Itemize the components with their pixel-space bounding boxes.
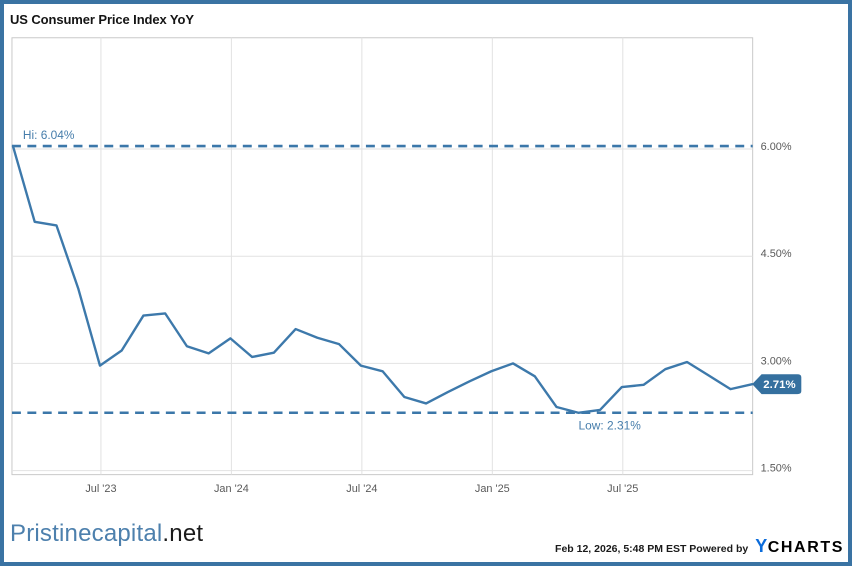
brand-name: Pristinecapital xyxy=(10,520,163,547)
hi-label: Hi: 6.04% xyxy=(23,128,75,142)
y-tick-label: 6.00% xyxy=(761,141,792,153)
powered-by-text: Powered by xyxy=(689,543,749,555)
cpi-line xyxy=(11,144,754,414)
timestamp: Feb 12, 2026, 5:48 PM EST Powered by xyxy=(555,543,748,555)
brand-tld: .net xyxy=(162,520,204,547)
current-value-label: 2.71% xyxy=(763,379,795,391)
page-title: US Consumer Price Index YoY xyxy=(10,12,194,27)
cpi-chart-svg: 6.00% 4.50% 3.00% 1.50% Jul '23 Jan '24 Jul '2… xyxy=(11,37,802,495)
x-tick-label: Jul '25 xyxy=(607,483,638,495)
gridlines xyxy=(11,37,753,475)
ycharts-logo: YCHARTS xyxy=(755,536,844,557)
low-label: Low: 2.31% xyxy=(579,419,642,433)
footer-attribution: Feb 12, 2026, 5:48 PM EST Powered by YCH… xyxy=(555,536,844,557)
brand-logo: Pristinecapital.net xyxy=(10,520,203,548)
y-tick-label: 3.00% xyxy=(761,355,792,367)
x-tick-label: Jul '24 xyxy=(346,483,377,495)
x-tick-label: Jan '24 xyxy=(214,483,249,495)
x-tick-label: Jul '23 xyxy=(85,483,116,495)
ycharts-y-icon: Y xyxy=(755,536,768,556)
current-value-badge xyxy=(752,374,802,395)
timestamp-text: Feb 12, 2026, 5:48 PM EST xyxy=(555,543,687,555)
y-tick-label: 4.50% xyxy=(761,248,792,260)
x-tick-label: Jan '25 xyxy=(475,483,510,495)
y-tick-label: 1.50% xyxy=(761,463,792,475)
axis-labels: 6.00% 4.50% 3.00% 1.50% Jul '23 Jan '24 Jul '2… xyxy=(85,141,791,495)
ycharts-wordmark: CHARTS xyxy=(767,539,844,556)
